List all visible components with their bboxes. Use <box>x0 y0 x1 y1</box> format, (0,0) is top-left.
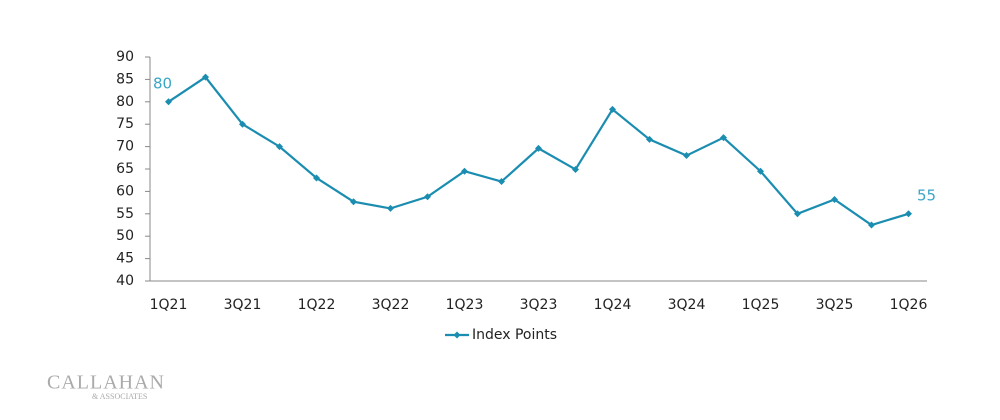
logo: CALLAHAN <box>47 372 165 394</box>
point-marker <box>572 165 579 173</box>
point-marker <box>424 193 431 201</box>
point-marker <box>831 195 838 203</box>
x-tick-label: 3Q25 <box>816 297 854 313</box>
point-marker <box>276 143 283 151</box>
y-tick-label: 55 <box>116 206 134 222</box>
point-marker <box>757 167 764 175</box>
point-marker <box>461 167 468 175</box>
point-marker <box>905 210 912 218</box>
logo-sub: & ASSOCIATES <box>92 392 147 401</box>
point-marker <box>498 178 505 186</box>
y-tick-label: 40 <box>116 273 134 289</box>
point-marker <box>387 204 394 212</box>
x-tick-label: 3Q22 <box>372 297 410 313</box>
point-marker <box>683 152 690 160</box>
point-marker <box>165 98 172 106</box>
y-tick-label: 50 <box>116 228 134 244</box>
x-tick-label: 1Q25 <box>742 297 780 313</box>
y-tick-label: 60 <box>116 183 134 199</box>
data-label: 80 <box>153 74 172 92</box>
point-marker <box>720 134 727 142</box>
y-tick-label: 75 <box>116 116 134 132</box>
x-tick-label: 3Q21 <box>224 297 262 313</box>
x-tick-label: 3Q24 <box>668 297 706 313</box>
point-marker <box>313 174 320 182</box>
x-tick-label: 1Q22 <box>298 297 336 313</box>
point-marker <box>794 210 801 218</box>
point-marker <box>609 105 616 113</box>
y-tick-label: 45 <box>116 251 134 267</box>
x-tick-label: 1Q24 <box>594 297 632 313</box>
point-marker <box>535 144 542 152</box>
point-marker <box>646 135 653 143</box>
point-marker <box>202 73 209 81</box>
y-tick-label: 85 <box>116 71 134 87</box>
legend-marker <box>453 331 461 339</box>
y-tick-label: 90 <box>116 49 134 65</box>
point-marker <box>350 198 357 206</box>
y-tick-label: 80 <box>116 94 134 110</box>
x-tick-label: 3Q23 <box>520 297 558 313</box>
data-label: 55 <box>917 186 936 204</box>
point-marker <box>239 120 246 128</box>
y-tick-label: 70 <box>116 139 134 155</box>
x-tick-label: 1Q26 <box>890 297 928 313</box>
point-marker <box>868 221 875 229</box>
legend-label: Index Points <box>472 327 557 343</box>
y-tick-label: 65 <box>116 161 134 177</box>
x-tick-label: 1Q21 <box>150 297 188 313</box>
x-tick-label: 1Q23 <box>446 297 484 313</box>
